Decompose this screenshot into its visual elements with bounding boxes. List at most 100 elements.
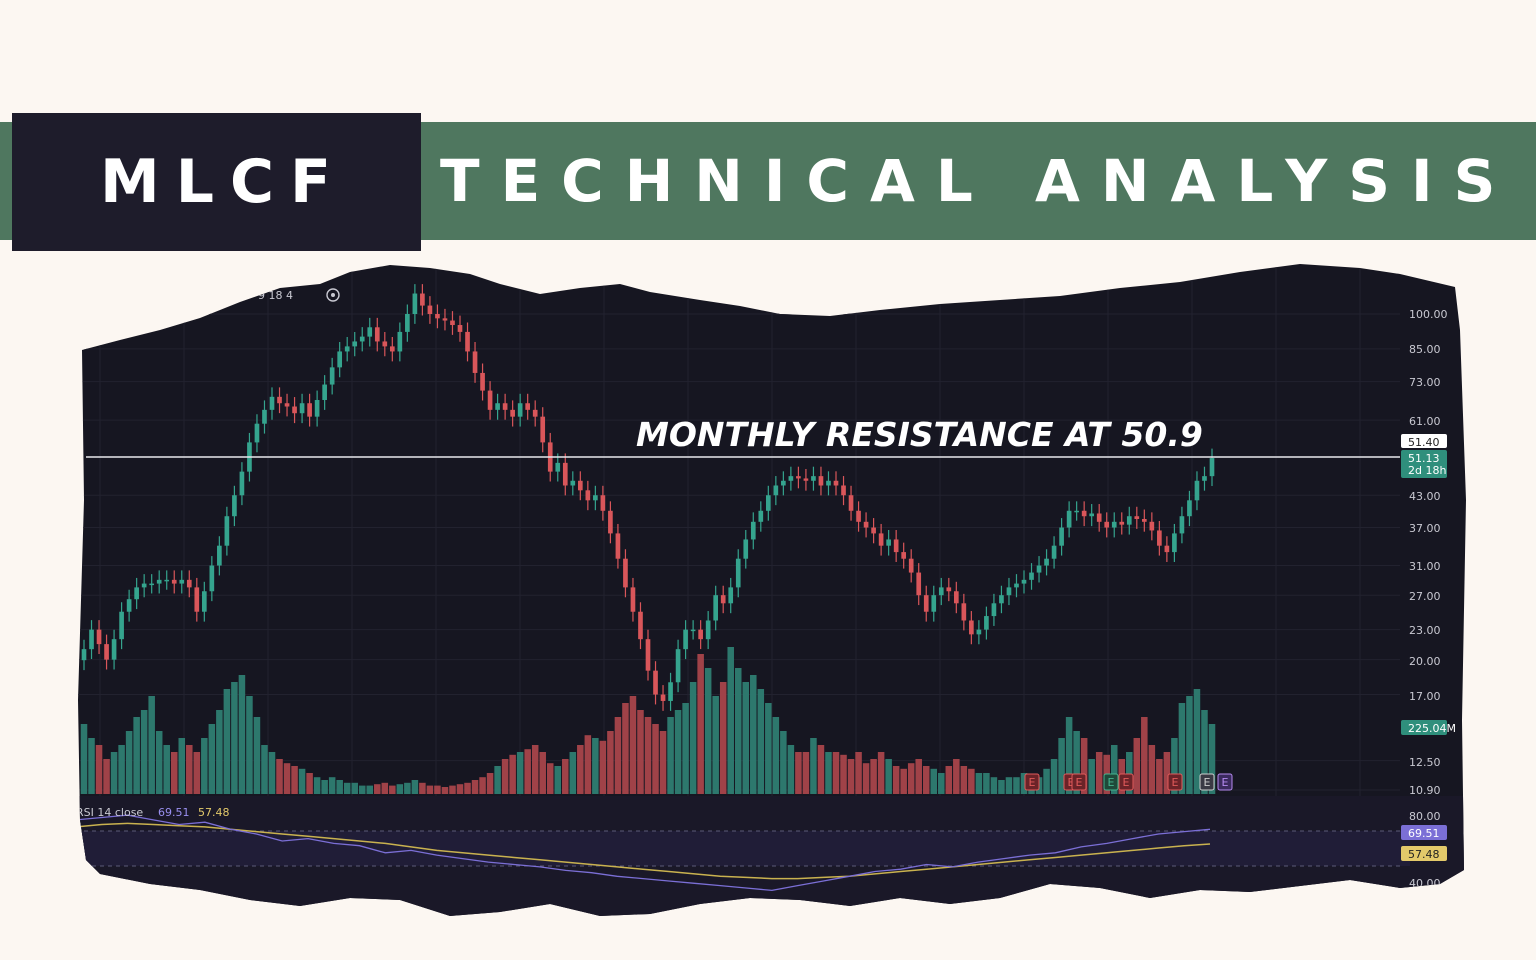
candle-body	[984, 616, 989, 630]
volume-bar	[659, 731, 667, 794]
candle-body	[292, 406, 297, 414]
candle-body	[487, 390, 493, 410]
volume-bar	[336, 780, 343, 794]
candle-body	[750, 521, 756, 540]
candle-body	[675, 649, 681, 683]
price-axis-label: 43.00	[1409, 490, 1441, 503]
earnings-marker[interactable]	[1217, 773, 1233, 791]
earnings-marker[interactable]	[1103, 773, 1119, 791]
volume-bar	[343, 782, 351, 794]
line-price-tag	[1401, 434, 1447, 448]
volume-bar	[306, 773, 313, 794]
volume-bar	[1013, 777, 1020, 794]
candle-body	[818, 476, 824, 486]
volume-bar	[118, 745, 125, 794]
volume-bar	[1110, 745, 1118, 794]
candle-body	[878, 533, 884, 546]
candle-body	[495, 403, 500, 410]
candle-body	[1149, 521, 1155, 531]
candle-body	[1014, 583, 1019, 588]
volume-bar	[434, 785, 441, 794]
earnings-marker[interactable]	[1118, 773, 1134, 791]
volume-bar	[968, 768, 975, 794]
volume-bars	[80, 647, 1216, 794]
earnings-marker-label: E	[1204, 776, 1211, 789]
volume-bar	[614, 717, 622, 794]
volume-bar	[757, 689, 765, 794]
earnings-marker-label: E	[1123, 776, 1130, 789]
rsi-ma-tag	[1401, 846, 1447, 861]
earnings-marker-label: E	[1076, 776, 1083, 789]
watermark-fragment: iew	[188, 891, 219, 910]
line-price-tag-text: 51.40	[1408, 436, 1440, 449]
volume-bar	[674, 710, 682, 794]
header-title: TECHNICAL ANALYSIS	[440, 147, 1517, 215]
volume-bar	[291, 766, 298, 794]
price-axis-label: 12.50	[1409, 756, 1441, 769]
volume-bar	[704, 668, 712, 794]
volume-bar	[697, 654, 704, 794]
price-axis-label: 17.00	[1409, 690, 1441, 703]
candle-body	[1187, 500, 1192, 517]
candle-body	[442, 318, 448, 321]
candle-body	[570, 480, 576, 486]
volume-bar	[1141, 717, 1148, 794]
volume-bar	[389, 785, 396, 794]
volume-bar	[825, 752, 832, 794]
candle-body	[961, 603, 967, 621]
candle-body	[262, 409, 267, 424]
candle-body	[916, 572, 922, 596]
candle-body	[758, 510, 764, 522]
volume-bar	[103, 759, 110, 794]
candle-body	[104, 644, 109, 660]
volume-bar	[1208, 724, 1216, 794]
candle-body	[901, 552, 907, 559]
volume-bar	[471, 780, 479, 794]
volume-bar	[983, 773, 990, 794]
candle-body	[585, 490, 591, 501]
candle-body	[886, 539, 891, 546]
candle-body	[1059, 527, 1064, 546]
earnings-marker[interactable]	[1167, 773, 1183, 791]
volume-bar	[1020, 773, 1028, 794]
last-price-tag-text: 2d 18h	[1408, 464, 1446, 477]
price-axis-label: 61.00	[1409, 415, 1441, 428]
candle-body	[1104, 521, 1110, 528]
earnings-marker[interactable]	[1024, 773, 1040, 791]
volume-bar	[313, 777, 321, 794]
candle-body	[367, 327, 373, 337]
volume-bar	[945, 766, 953, 794]
candle-body	[946, 587, 952, 592]
candle-body	[149, 583, 155, 586]
volume-bar	[464, 782, 471, 794]
volume-bar	[328, 777, 336, 794]
candle-body	[608, 510, 613, 534]
candle-body	[690, 629, 696, 632]
volume-bar	[652, 724, 659, 794]
volume-bar	[1050, 759, 1058, 794]
candle-body	[119, 611, 124, 640]
volume-bar	[404, 782, 411, 794]
volume-bar	[885, 759, 892, 794]
candle-body	[1089, 513, 1095, 517]
candle-body	[630, 587, 636, 612]
volume-bar	[374, 784, 381, 794]
rsi-value-tag-text: 69.51	[1408, 827, 1440, 840]
volume-bar	[802, 752, 810, 794]
candle-body	[525, 403, 531, 410]
candle-body	[111, 639, 117, 660]
volume-bar	[975, 773, 983, 794]
candle-body	[164, 579, 170, 582]
earnings-marker[interactable]	[1071, 773, 1087, 791]
volume-bar	[509, 754, 516, 794]
earnings-marker[interactable]	[1199, 773, 1215, 791]
volume-bar	[584, 735, 592, 794]
candle-body	[224, 516, 230, 546]
volume-bar	[907, 763, 915, 794]
candle-body	[938, 587, 944, 596]
price-axis-label: 10.90	[1409, 784, 1441, 797]
rsi-label: RSI 14 close	[76, 806, 143, 819]
eye-icon[interactable]	[326, 288, 340, 302]
